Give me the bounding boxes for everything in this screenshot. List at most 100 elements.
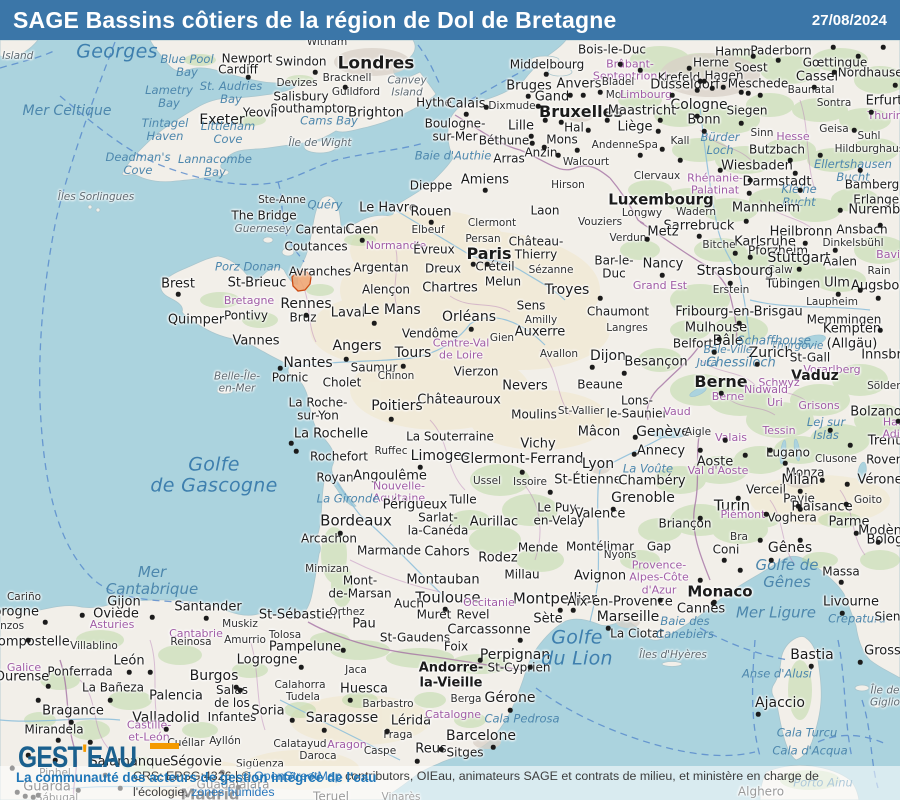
map-label: Briançon bbox=[658, 516, 712, 531]
map-label: Clervaux bbox=[633, 170, 681, 183]
map-label: Golfe de Gênes bbox=[755, 556, 819, 591]
town-dot bbox=[877, 327, 883, 333]
map-label: Le Havre bbox=[359, 200, 417, 216]
map-label: Persan bbox=[465, 233, 501, 246]
map-label: Suhl bbox=[857, 130, 881, 143]
city-dot bbox=[875, 539, 881, 545]
zones-humides-link[interactable]: zones humides bbox=[191, 785, 275, 799]
map-label: Pornic bbox=[271, 370, 309, 385]
map-label: Gap bbox=[646, 539, 672, 554]
map-label: The Bridge bbox=[231, 208, 297, 223]
map-label: Gien bbox=[489, 332, 515, 345]
town-dot bbox=[25, 637, 31, 643]
map-label: Meschede bbox=[727, 76, 789, 91]
city-dot bbox=[203, 615, 209, 621]
map-label: Logrogne bbox=[236, 652, 298, 668]
city-dot bbox=[838, 579, 844, 585]
map-label: Langres bbox=[606, 322, 648, 335]
city-dot bbox=[400, 363, 406, 369]
town-dot bbox=[757, 92, 763, 98]
map-label: Berne bbox=[694, 372, 748, 392]
town-dot bbox=[832, 247, 838, 253]
city-dot bbox=[644, 236, 650, 242]
map-label: La Rochelle bbox=[293, 426, 369, 442]
map-label: Sète bbox=[533, 611, 563, 627]
city-dot bbox=[736, 320, 742, 326]
town-dot bbox=[747, 177, 753, 183]
map-label: Nevers bbox=[502, 378, 548, 394]
city-dot bbox=[716, 336, 722, 342]
town-dot bbox=[567, 92, 573, 98]
map-label: Cardiff bbox=[218, 62, 258, 77]
map-label: St-Gaudens bbox=[379, 630, 451, 645]
city-dot bbox=[605, 625, 611, 631]
city-dot bbox=[175, 291, 181, 297]
city-dot bbox=[745, 90, 751, 96]
map-label: Galice bbox=[6, 660, 42, 674]
map-label: Laupheim bbox=[806, 296, 858, 309]
city-dot bbox=[555, 152, 561, 158]
city-dot bbox=[519, 469, 525, 475]
map-label: Mirandela bbox=[24, 722, 84, 737]
map-label: Zurich bbox=[748, 345, 794, 362]
map-label: Montélimar bbox=[565, 539, 635, 554]
attribution-strip bbox=[0, 766, 900, 800]
map-label: Val d'Aoste bbox=[687, 463, 749, 477]
town-dot bbox=[542, 117, 548, 123]
map-label: Catalogne bbox=[425, 707, 481, 721]
city-dot bbox=[527, 664, 533, 670]
town-dot bbox=[797, 187, 803, 193]
map-label: Avignon bbox=[573, 568, 627, 584]
map-label: Tolosa bbox=[268, 629, 302, 642]
map-label: Bar-le- Duc bbox=[594, 253, 634, 281]
city-dot bbox=[763, 511, 769, 517]
city-dot bbox=[484, 261, 490, 267]
map-label: La Ciotat bbox=[610, 626, 664, 641]
map-label: Longwy bbox=[621, 207, 663, 220]
town-dot bbox=[827, 427, 833, 433]
map-label: Bürder Loch bbox=[700, 130, 740, 157]
town-dot bbox=[757, 537, 763, 543]
map-label: Ajaccio bbox=[755, 695, 805, 712]
city-dot bbox=[45, 683, 51, 689]
map-label: Bragance bbox=[42, 703, 104, 719]
map-label: Massa bbox=[822, 564, 860, 579]
map-label: Mende bbox=[517, 540, 559, 555]
city-dot bbox=[541, 144, 547, 150]
map-label: Jaca bbox=[345, 664, 367, 677]
town-dot bbox=[657, 597, 663, 603]
map-label: Hal bbox=[564, 120, 584, 135]
town-dot bbox=[767, 447, 773, 453]
town-dot bbox=[35, 697, 41, 703]
city-dot bbox=[732, 250, 738, 256]
city-dot bbox=[701, 128, 707, 134]
map-label: Guernesey bbox=[234, 223, 292, 236]
map-label: Mer Celtique bbox=[22, 103, 112, 120]
city-dot bbox=[721, 557, 727, 563]
city-dot bbox=[589, 364, 595, 370]
city-dot bbox=[543, 71, 549, 77]
map-label: Gérone bbox=[484, 690, 536, 707]
town-dot bbox=[880, 44, 886, 50]
city-dot bbox=[277, 365, 283, 371]
map-label: Tintagel Haven bbox=[141, 116, 189, 143]
sage-territory-polygon[interactable] bbox=[291, 270, 312, 292]
map-label: Baie d'Authie bbox=[414, 148, 492, 163]
map-label: Salas de los Infantes bbox=[207, 682, 257, 724]
map-label: Lille bbox=[507, 118, 535, 134]
map-label: Thurgovie bbox=[770, 340, 824, 353]
map-label: Grisons bbox=[798, 398, 840, 412]
map-label: Arras bbox=[493, 151, 525, 166]
openstreetmap-link[interactable]: OpenStreetMap bbox=[254, 769, 342, 783]
gesteau-logo[interactable]: GEST'EAU bbox=[18, 739, 137, 775]
map-label: Porz Donan bbox=[215, 259, 281, 274]
map-label: Belfort bbox=[672, 336, 714, 351]
map-label: Anse d'Alusi bbox=[742, 666, 812, 681]
city-dot bbox=[298, 664, 304, 670]
map-label: Carentan bbox=[295, 222, 351, 237]
town-dot bbox=[87, 739, 93, 745]
map-label: Nyons bbox=[603, 549, 637, 562]
map-label: Le Puy- en-Velay bbox=[533, 500, 585, 528]
map-label: Angoulême bbox=[353, 468, 427, 484]
